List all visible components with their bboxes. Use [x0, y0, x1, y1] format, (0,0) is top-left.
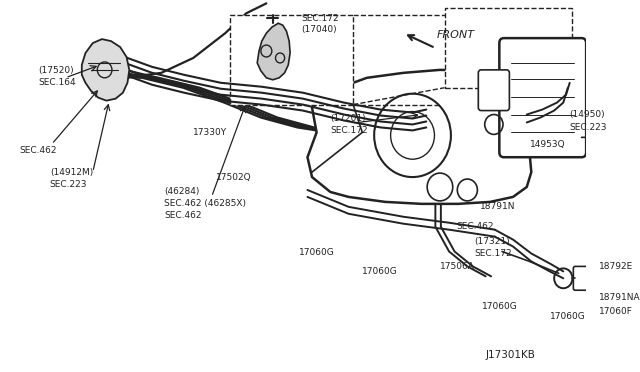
- Text: SEC.462 (46285X): SEC.462 (46285X): [164, 199, 246, 208]
- Text: FRONT: FRONT: [436, 30, 474, 40]
- Text: 17060F: 17060F: [599, 307, 633, 315]
- Text: 17060G: 17060G: [362, 267, 398, 276]
- Text: (46284): (46284): [164, 187, 200, 196]
- Text: SEC.462: SEC.462: [164, 211, 202, 220]
- Text: 17330Y: 17330Y: [193, 128, 227, 137]
- Text: SEC.223: SEC.223: [570, 123, 607, 132]
- Text: SEC.462: SEC.462: [456, 222, 494, 231]
- Text: (14912M): (14912M): [50, 168, 93, 177]
- Text: (17321): (17321): [475, 237, 510, 246]
- Text: 17060G: 17060G: [300, 248, 335, 257]
- Text: 14953Q: 14953Q: [529, 140, 565, 149]
- Text: (17201): (17201): [330, 114, 366, 123]
- Text: SEC.172: SEC.172: [301, 14, 339, 23]
- Text: 17502Q: 17502Q: [216, 173, 252, 182]
- Polygon shape: [257, 23, 290, 80]
- FancyBboxPatch shape: [230, 15, 353, 105]
- FancyBboxPatch shape: [478, 70, 509, 110]
- Text: 17060G: 17060G: [550, 311, 586, 321]
- Text: 17506A: 17506A: [440, 262, 475, 271]
- Text: J17301KB: J17301KB: [485, 350, 535, 360]
- Text: SEC.172: SEC.172: [330, 126, 368, 135]
- Text: SEC.164: SEC.164: [38, 78, 76, 87]
- Text: 17060G: 17060G: [482, 302, 518, 311]
- FancyBboxPatch shape: [445, 8, 572, 88]
- Text: 18791NA: 18791NA: [599, 293, 640, 302]
- Text: (14950): (14950): [570, 110, 605, 119]
- Text: 18792E: 18792E: [599, 262, 633, 271]
- Text: (17520): (17520): [38, 66, 74, 76]
- Text: SEC.223: SEC.223: [50, 180, 87, 189]
- FancyBboxPatch shape: [499, 38, 586, 157]
- Text: SEC.172: SEC.172: [475, 249, 512, 258]
- Text: (17040): (17040): [301, 25, 337, 34]
- Polygon shape: [82, 39, 129, 101]
- Text: SEC.462: SEC.462: [20, 146, 57, 155]
- FancyBboxPatch shape: [573, 266, 597, 290]
- Text: 18791N: 18791N: [480, 202, 516, 211]
- PathPatch shape: [307, 70, 531, 204]
